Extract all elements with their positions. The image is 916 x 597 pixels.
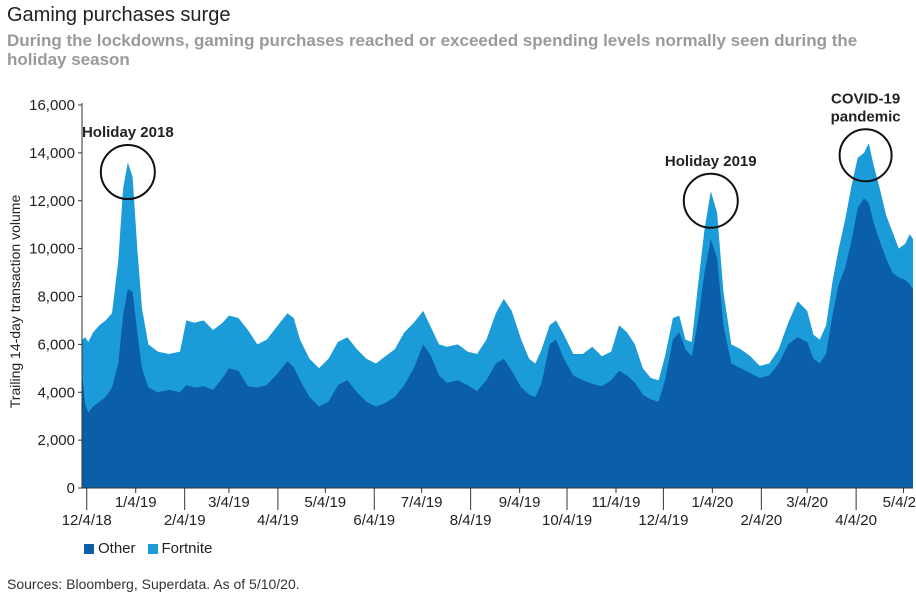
x-tick-label: 5/4/19 — [304, 494, 346, 511]
x-tick-label: 11/4/19 — [592, 494, 641, 511]
x-tick-label: 9/4/19 — [499, 494, 541, 511]
axis-layer: 0 2,000 4,000 6,000 8,000 10,000 12,000 14,000 1… — [7, 97, 916, 529]
legend-label-other: Other — [98, 540, 136, 557]
legend-item-fortnite: Fortnite — [147, 540, 213, 557]
x-tick-label: 12/4/19 — [638, 512, 688, 529]
source-note: Sources: Bloomberg, Superdata. As of 5/1… — [7, 576, 300, 592]
x-tick-label: 7/4/19 — [401, 494, 443, 511]
x-tick-label: 6/4/19 — [353, 512, 395, 529]
annotation-label-covid-19: pandemic — [831, 108, 901, 125]
y-tick-label: 12,000 — [29, 193, 75, 210]
x-tick-label: 5/4/20 — [883, 494, 916, 511]
annotation-circle-holiday-2018 — [99, 144, 156, 201]
y-tick-label: 6,000 — [37, 336, 75, 353]
x-tick-label: 3/4/19 — [208, 494, 250, 511]
legend-swatch-fortnite — [147, 543, 158, 554]
y-tick-label: 2,000 — [37, 432, 75, 449]
x-tick-label: 1/4/19 — [115, 494, 157, 511]
y-tick-label: 14,000 — [29, 145, 75, 162]
annotation-label-holiday-2018: Holiday 2018 — [82, 124, 174, 141]
legend-label-fortnite: Fortnite — [161, 540, 213, 557]
y-tick-label: 16,000 — [29, 97, 75, 114]
annotation-circle-holiday-2019 — [682, 172, 739, 229]
annotation-label-covid-19: COVID-19 — [831, 90, 900, 107]
x-tick-label: 2/4/20 — [740, 512, 782, 529]
area-chart: 0 2,000 4,000 6,000 8,000 10,000 12,000 14,000 1… — [7, 90, 916, 529]
x-tick-label: 4/4/19 — [257, 512, 299, 529]
chart-subtitle: During the lockdowns, gaming purchases r… — [7, 31, 858, 69]
x-tick-label: 12/4/18 — [62, 512, 112, 529]
x-tick-label: 8/4/19 — [450, 512, 492, 529]
y-axis-title: Trailing 14-day transaction volume — [7, 195, 23, 409]
chart-title: Gaming purchases surge — [7, 4, 231, 26]
area-other — [82, 198, 913, 488]
x-tick-label: 1/4/20 — [691, 494, 733, 511]
x-tick-label: 10/4/19 — [542, 512, 592, 529]
x-tick-label: 3/4/20 — [786, 494, 828, 511]
y-tick-label: 8,000 — [37, 289, 75, 306]
annotation-circle-covid-19 — [838, 128, 893, 183]
y-tick-label: 4,000 — [37, 384, 75, 401]
legend-item-other: Other — [84, 540, 136, 557]
annotation-label-holiday-2019: Holiday 2019 — [665, 153, 757, 170]
legend-swatch-other — [84, 543, 94, 554]
x-tick-label: 4/4/20 — [835, 512, 877, 529]
y-tick-label: 10,000 — [29, 241, 75, 258]
legend: Other Fortnite — [84, 540, 212, 557]
series-layer — [82, 143, 913, 489]
x-tick-label: 2/4/19 — [164, 512, 206, 529]
y-tick-label: 0 — [67, 480, 75, 497]
